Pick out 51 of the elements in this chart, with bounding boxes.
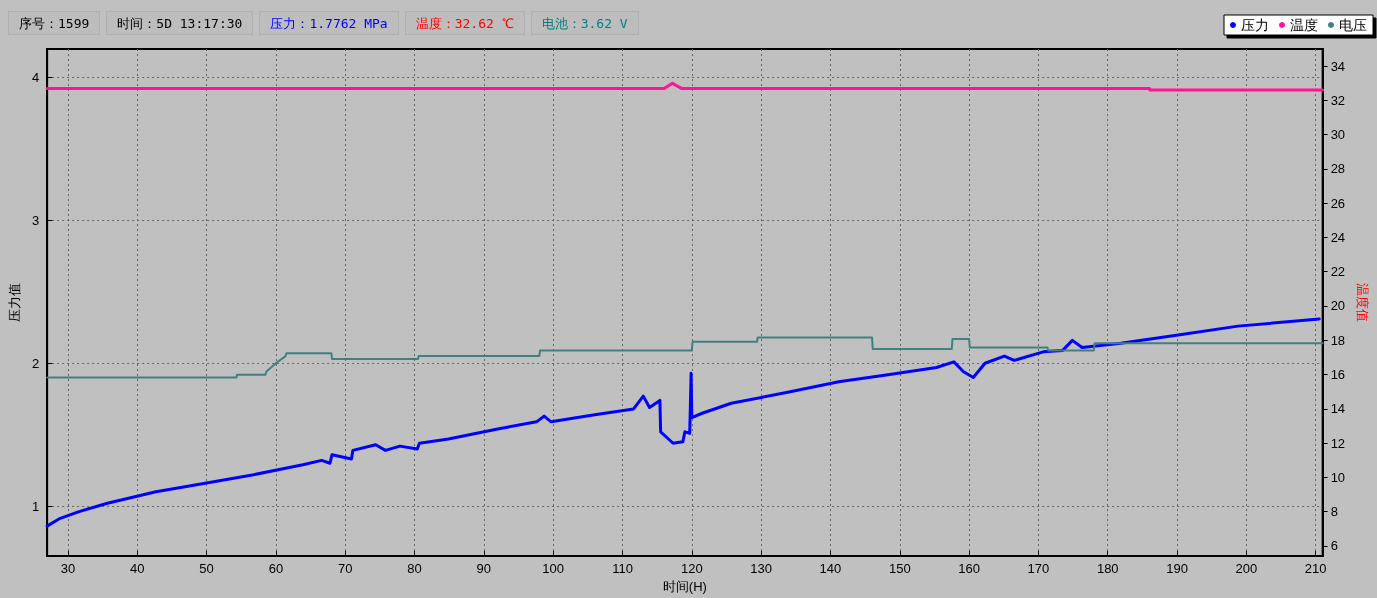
x-tick-label: 160 [958,561,980,577]
x-tick-label: 180 [1096,561,1119,577]
y2-tick-label: 24 [1330,229,1346,245]
y2-tick-label: 20 [1330,298,1346,314]
x-tick-label: 210 [1304,561,1327,577]
text: 序号：1599 [8,11,101,35]
y2-tick-label: 12 [1330,435,1346,451]
y2-tick-label: 10 [1330,469,1346,485]
y2-tick-label: 6 [1330,538,1338,554]
y2-tick-label: 26 [1330,195,1346,211]
x-tick-label: 150 [888,561,911,577]
y2-tick-label: 18 [1330,332,1346,348]
x-tick-label: 190 [1166,561,1188,577]
x-tick-label: 90 [476,561,492,577]
y2-tick-label: 34 [1330,58,1346,74]
y-tick-label: 4 [31,70,40,86]
y2-tick-label: 16 [1330,367,1346,382]
x-tick-label: 140 [819,561,842,577]
text: 电池：3.62 V [530,11,639,35]
y2-tick-label: 30 [1330,127,1346,143]
text: 温度：32.62 ℃ [404,11,525,35]
x-tick-label: 70 [337,561,353,577]
y2-tick-label: 8 [1330,504,1338,520]
y2-tick-label: 14 [1330,401,1346,417]
y2-axis-title: 温度值 [1355,283,1370,323]
y-tick-label: 2 [31,355,40,371]
y-tick-label: 1 [31,498,40,514]
y2-tick-label: 32 [1330,92,1346,108]
x-tick-label: 110 [612,561,633,577]
x-tick-label: 120 [680,561,703,577]
y2-tick-label: 22 [1330,264,1346,280]
legend-label: 温度 [1290,17,1318,33]
x-tick-label: 200 [1235,561,1258,577]
y-axis-title: 压力值 [7,283,22,323]
y-tick-label: 3 [31,212,40,228]
legend-label: 压力 [1241,17,1269,33]
line-series [46,336,1324,379]
legend-label: 电压 [1339,17,1367,33]
text: 时间：5D 13:17:30 [106,11,254,35]
x-tick-label: 50 [199,561,214,577]
x-tick-label: 60 [268,561,284,577]
x-tick-label: 100 [542,561,565,577]
x-tick-label: 30 [60,561,76,577]
x-axis-title: 时间(H) [662,579,707,594]
x-tick-label: 170 [1027,561,1050,577]
x-tick-label: 130 [750,561,772,577]
text: 压力：1.7762 MPa [259,11,399,35]
x-tick-label: 40 [130,561,145,577]
y2-tick-label: 28 [1330,161,1346,177]
line-series [45,317,1321,528]
x-tick-label: 80 [407,561,422,577]
